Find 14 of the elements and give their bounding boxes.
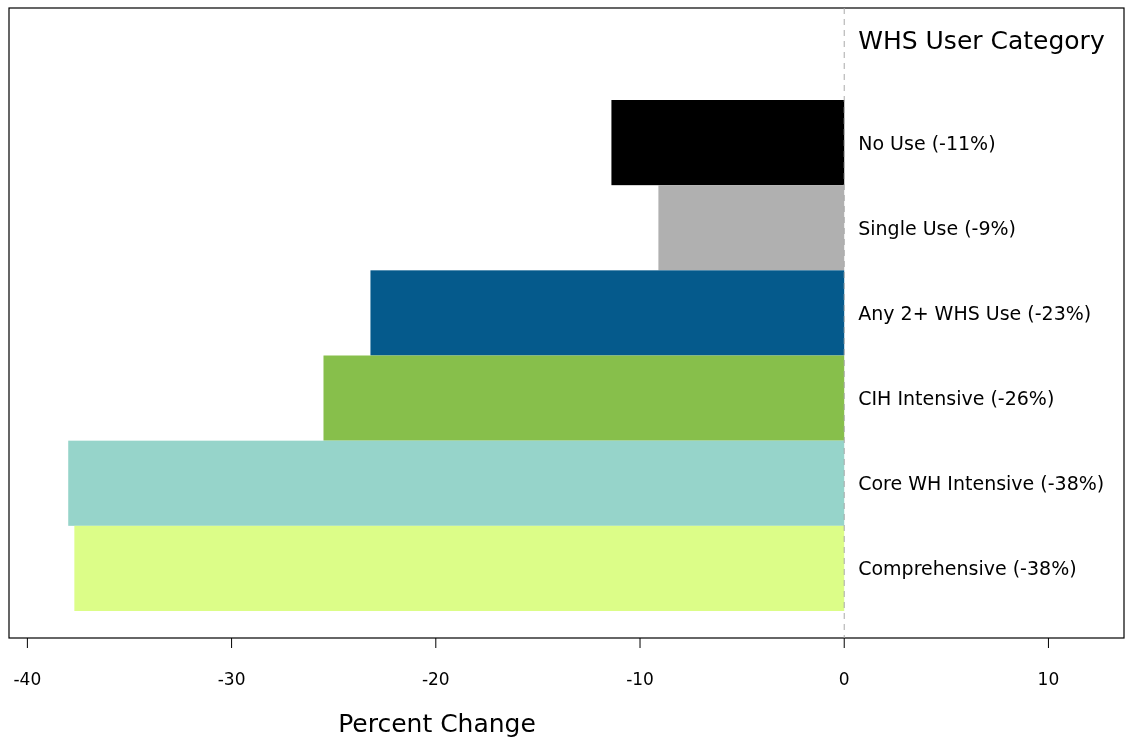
x-tick-label: -30 bbox=[217, 669, 246, 689]
x-axis-title: Percent Change bbox=[338, 708, 536, 738]
y-tick-label: No Use (-11%) bbox=[858, 131, 996, 154]
x-tick-label: 0 bbox=[838, 669, 850, 689]
y-tick-label: Any 2+ WHS Use (-23%) bbox=[858, 301, 1092, 324]
legend-title: WHS User Category bbox=[858, 25, 1105, 55]
x-tick-label: -10 bbox=[626, 669, 654, 689]
y-tick-label: Comprehensive (-38%) bbox=[858, 557, 1077, 580]
x-tick-label: -20 bbox=[421, 669, 450, 689]
y-tick-label: Single Use (-9%) bbox=[858, 216, 1017, 239]
y-tick-label: CIH Intensive (-26%) bbox=[858, 387, 1055, 410]
x-tick-label: 10 bbox=[1037, 669, 1060, 689]
y-tick-label: Core WH Intensive (-38%) bbox=[858, 472, 1105, 495]
x-tick-label: -40 bbox=[13, 669, 42, 689]
